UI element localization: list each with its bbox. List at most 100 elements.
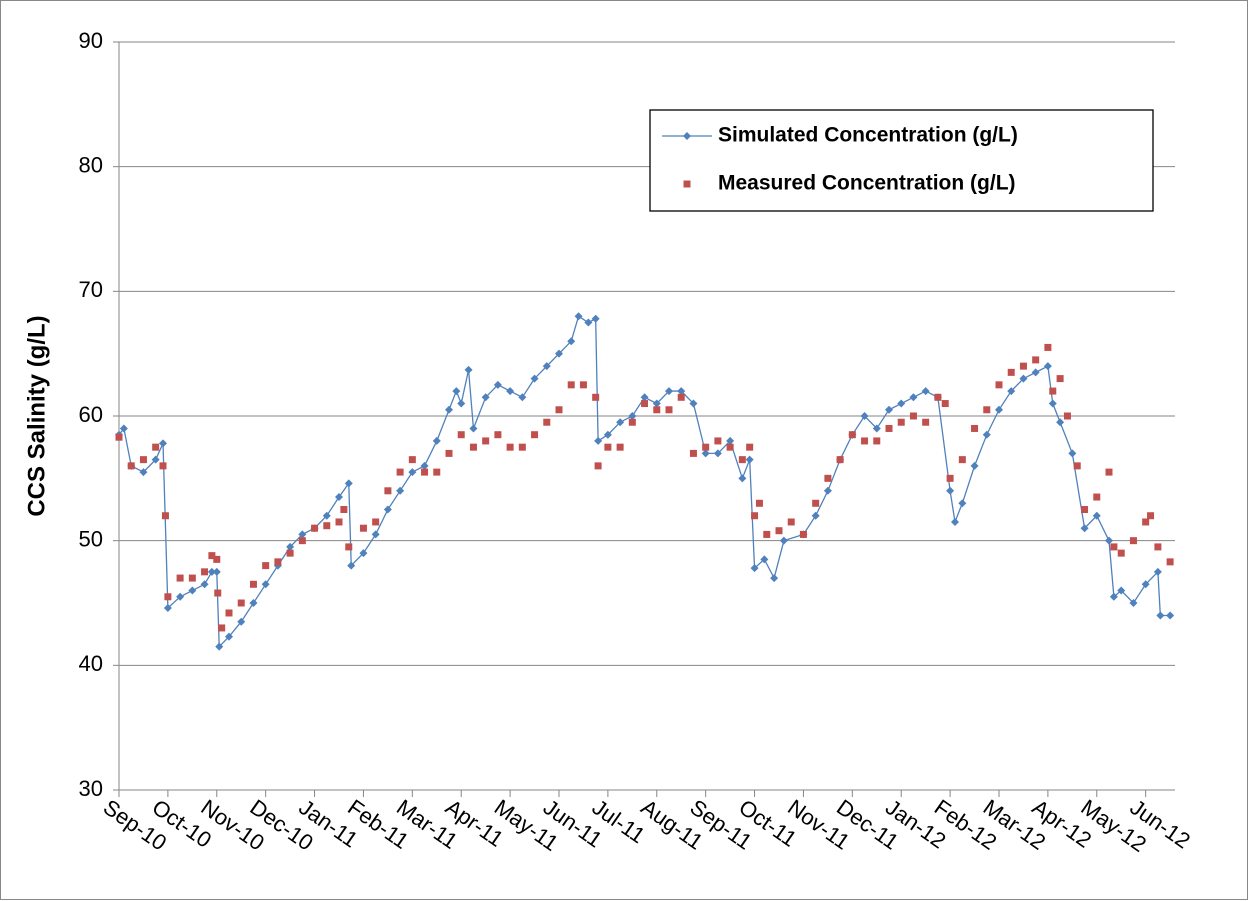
data-point xyxy=(152,443,160,451)
data-point xyxy=(139,456,147,464)
y-tick-label: 50 xyxy=(79,526,103,551)
data-point xyxy=(1063,412,1071,420)
data-point xyxy=(726,436,735,445)
data-point xyxy=(909,393,918,402)
data-point xyxy=(1032,356,1040,364)
legend-marker xyxy=(683,132,691,140)
data-point xyxy=(755,499,763,507)
data-point xyxy=(848,431,856,439)
data-point xyxy=(652,399,661,408)
legend-box xyxy=(649,109,1154,212)
data-point xyxy=(531,431,539,439)
data-point xyxy=(1110,543,1118,551)
data-point xyxy=(1105,536,1113,545)
data-point xyxy=(1019,374,1028,383)
data-point xyxy=(713,449,722,458)
data-point xyxy=(159,439,167,448)
data-point xyxy=(640,393,649,402)
data-point xyxy=(677,387,686,396)
data-point xyxy=(958,456,966,464)
data-point xyxy=(464,365,473,374)
data-point xyxy=(1049,387,1057,395)
data-point xyxy=(1092,511,1101,520)
data-point xyxy=(1044,343,1052,351)
data-point xyxy=(207,567,216,576)
data-point xyxy=(420,461,429,470)
data-point xyxy=(163,603,172,612)
data-point xyxy=(298,530,307,539)
data-point xyxy=(213,555,221,563)
data-point xyxy=(237,617,246,626)
data-point xyxy=(518,393,527,402)
data-point xyxy=(481,393,490,402)
data-point xyxy=(812,499,820,507)
data-point xyxy=(860,412,869,420)
data-point xyxy=(1081,506,1089,513)
data-point xyxy=(347,561,356,570)
data-point xyxy=(1073,462,1081,470)
legend-label: Measured Concentration (g/L) xyxy=(718,172,1016,195)
data-point xyxy=(779,536,788,545)
data-point xyxy=(897,418,905,426)
y-tick-label: 40 xyxy=(79,651,103,676)
data-point xyxy=(689,399,698,408)
y-tick-label: 60 xyxy=(79,402,103,427)
data-point xyxy=(408,456,416,464)
data-point xyxy=(115,433,123,441)
data-point xyxy=(359,549,368,558)
data-point xyxy=(592,393,600,401)
legend-marker xyxy=(683,180,691,188)
data-point xyxy=(432,436,441,445)
data-point xyxy=(714,437,722,445)
data-point xyxy=(176,574,184,582)
data-point xyxy=(702,443,710,451)
data-point xyxy=(408,468,417,477)
data-point xyxy=(1129,537,1137,545)
data-point xyxy=(951,517,959,526)
data-point xyxy=(274,558,282,566)
data-point xyxy=(225,632,233,641)
data-point xyxy=(872,424,881,433)
data-point xyxy=(922,418,930,426)
data-point xyxy=(286,542,295,551)
data-point xyxy=(567,337,576,346)
y-tick-label: 80 xyxy=(79,152,103,177)
data-point xyxy=(897,399,906,408)
data-point xyxy=(594,436,603,445)
data-point xyxy=(359,524,367,532)
data-point xyxy=(941,400,949,408)
data-point xyxy=(445,405,453,414)
data-point xyxy=(311,524,319,532)
data-point xyxy=(603,430,612,439)
y-tick-label: 70 xyxy=(79,277,103,302)
data-point xyxy=(518,443,526,451)
data-point xyxy=(249,599,258,607)
data-point xyxy=(885,405,893,414)
data-point xyxy=(335,518,343,526)
data-point xyxy=(811,511,820,520)
data-point xyxy=(433,468,441,476)
data-point xyxy=(1080,524,1089,533)
data-point xyxy=(738,474,747,483)
data-point xyxy=(469,443,477,451)
data-point xyxy=(1105,468,1113,476)
data-point xyxy=(1031,368,1040,377)
data-point xyxy=(567,381,575,389)
data-point xyxy=(1109,592,1118,601)
data-point xyxy=(159,462,167,470)
data-point xyxy=(1156,611,1165,620)
data-point xyxy=(1154,543,1162,551)
data-point xyxy=(946,474,954,482)
y-tick-label: 30 xyxy=(79,776,103,801)
data-point xyxy=(824,474,832,482)
data-point xyxy=(921,387,930,396)
data-point xyxy=(689,449,697,457)
data-point xyxy=(261,580,270,589)
data-point xyxy=(188,586,197,595)
data-point xyxy=(751,512,759,520)
data-point xyxy=(214,589,222,597)
data-point xyxy=(1141,580,1150,589)
data-point xyxy=(345,543,353,551)
data-point xyxy=(616,443,624,451)
data-point xyxy=(161,512,169,520)
